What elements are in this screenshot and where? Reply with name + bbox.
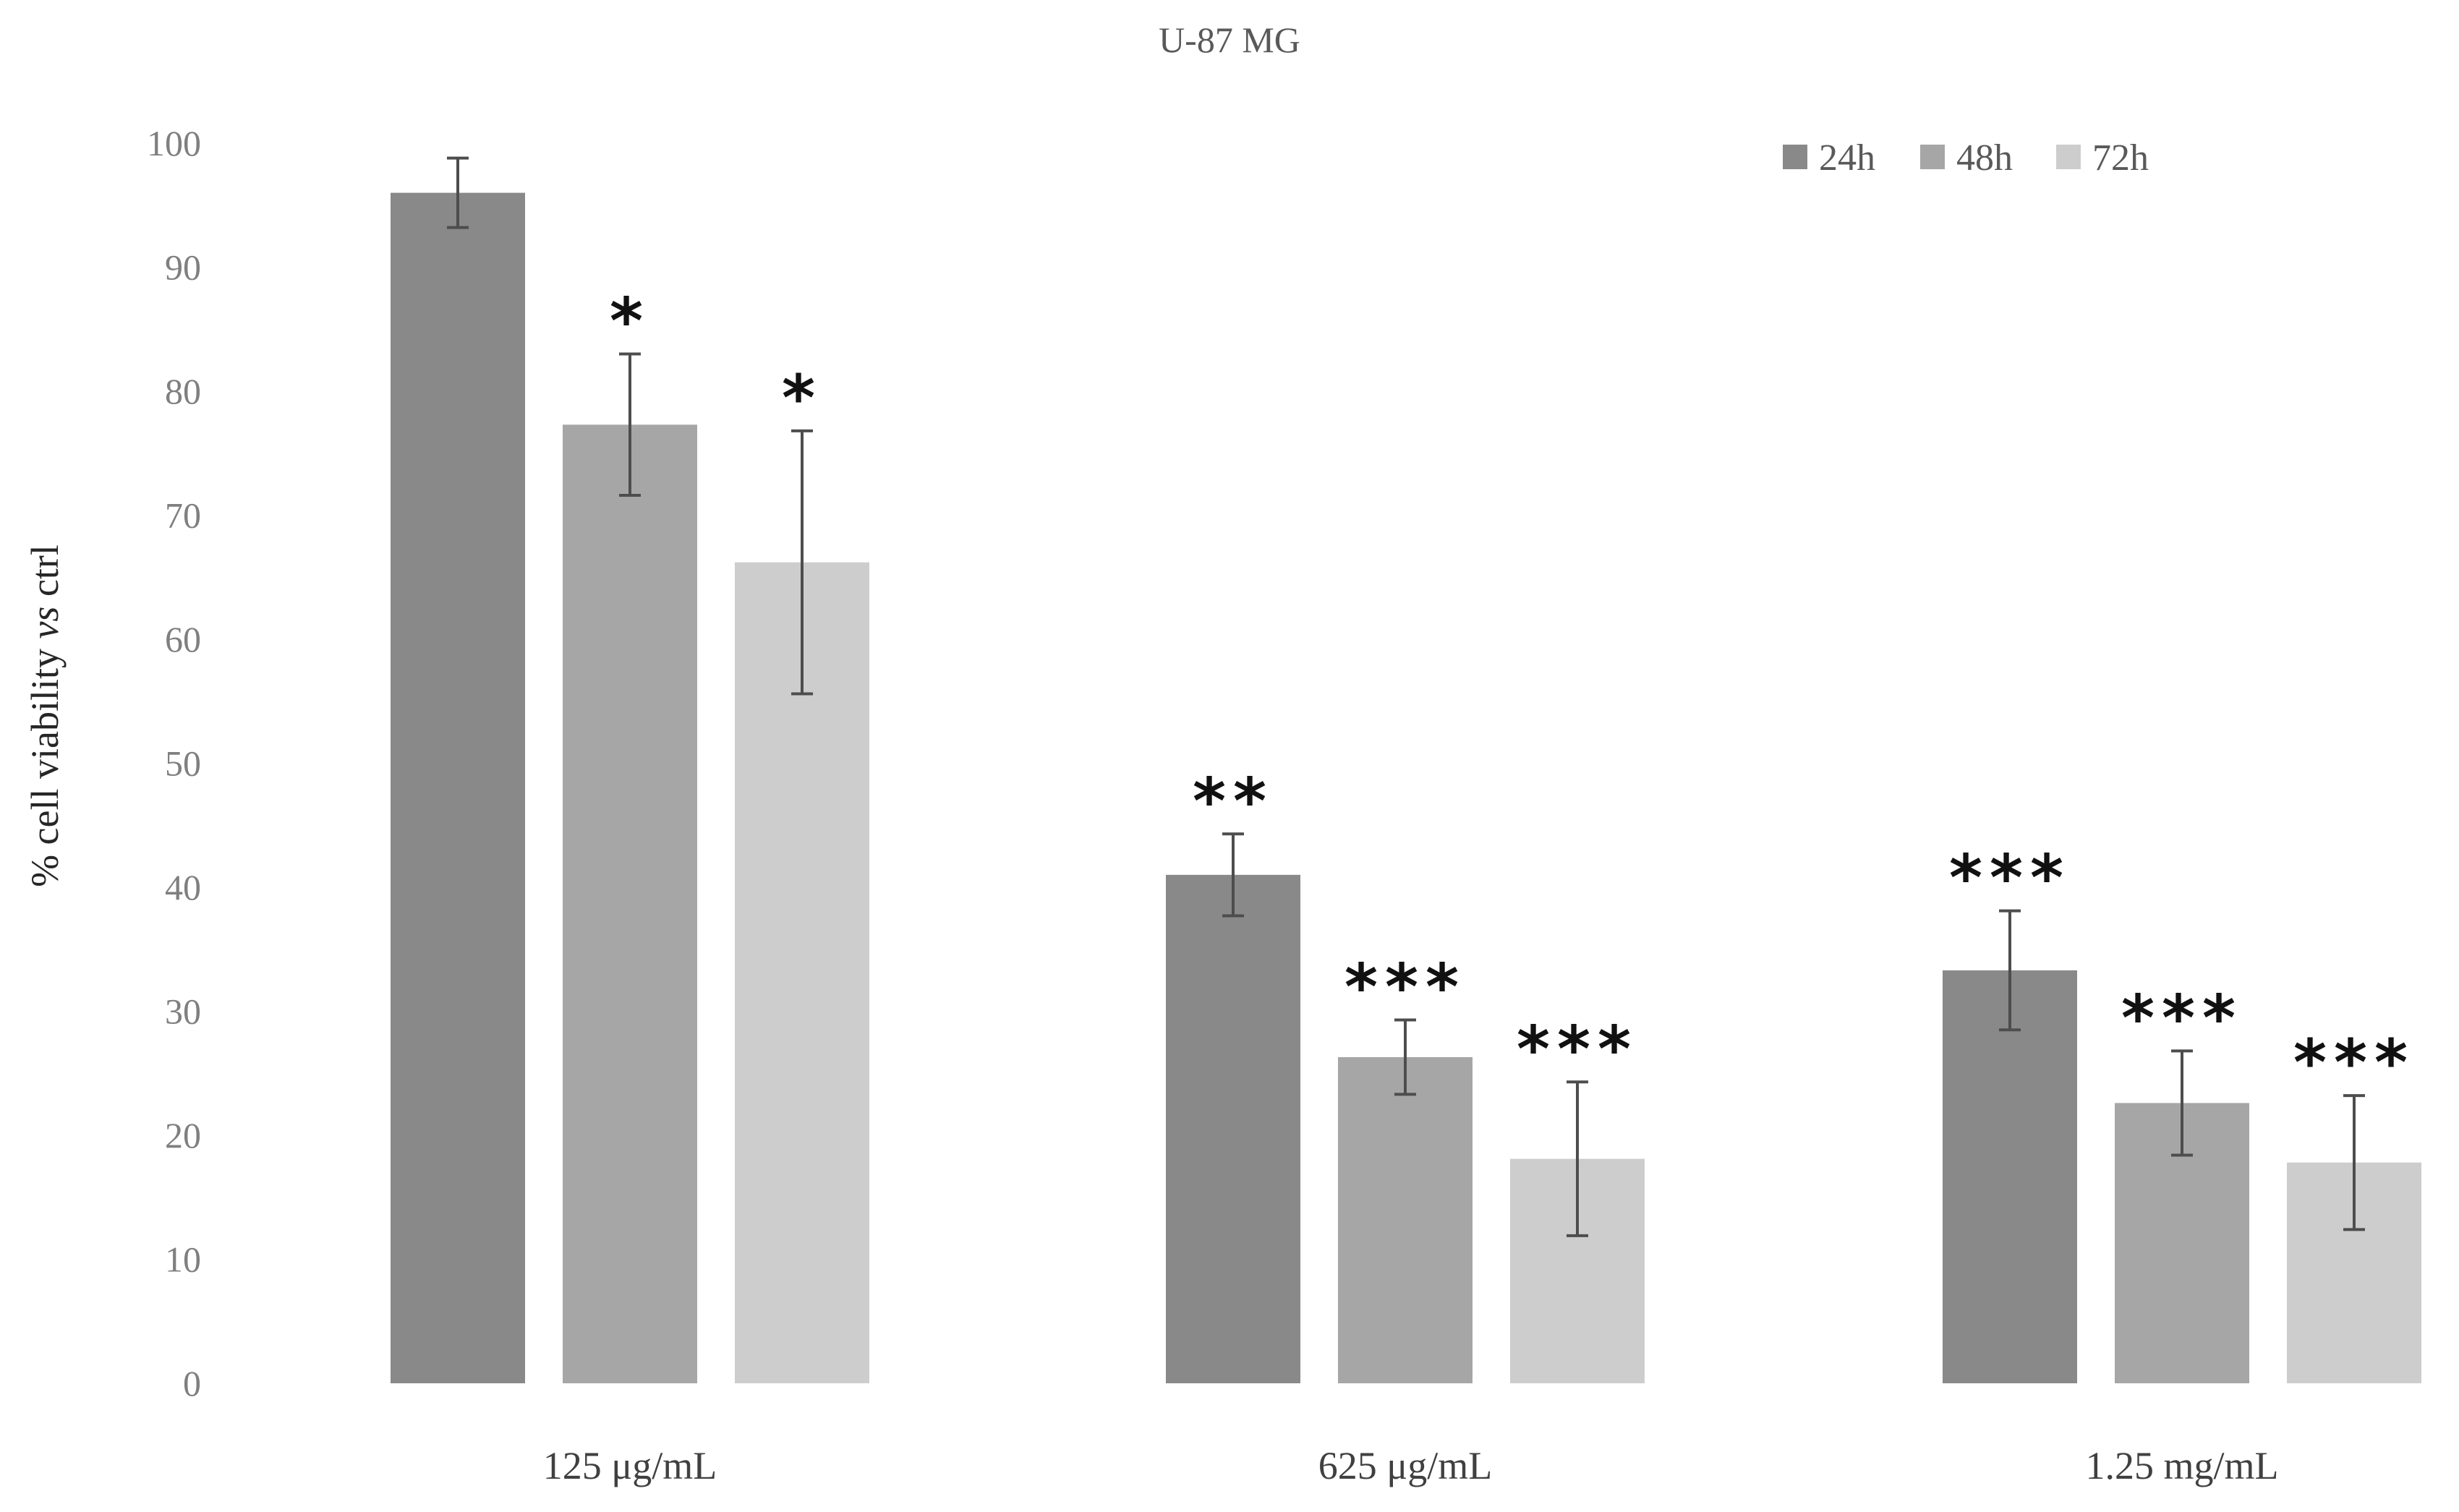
error-bar-48h-1 — [1394, 1018, 1416, 1096]
chart-title: U-87 MG — [1159, 20, 1300, 60]
significance-marker-72h-1: *** — [1517, 1012, 1638, 1086]
y-tick-label: 70 — [165, 495, 201, 536]
bar-24h-2 — [1943, 970, 2077, 1383]
y-tick-label: 10 — [165, 1239, 201, 1280]
error-bar-24h-1 — [1222, 832, 1244, 918]
legend-label: 48h — [1956, 137, 2013, 179]
y-tick-label: 60 — [165, 619, 201, 659]
category-labels-group: 125 μg/mL 625 μg/mL 1.25 mg/mL — [543, 1444, 2279, 1487]
bar-72h-0 — [735, 562, 869, 1384]
legend-label: 24h — [1819, 137, 1875, 179]
y-tick-label: 0 — [183, 1363, 201, 1404]
error-bar-24h-0 — [447, 156, 469, 229]
error-bar-24h-2 — [1999, 909, 2021, 1032]
legend-label: 72h — [2092, 137, 2149, 179]
significance-marker-24h-1: ** — [1193, 764, 1274, 838]
legend-swatch — [1783, 145, 1807, 169]
significance-marker-48h-0: * — [610, 284, 650, 359]
bars-group — [391, 192, 2421, 1384]
y-axis-label: % cell viability vs ctrl — [23, 544, 67, 887]
y-tick-label: 30 — [165, 991, 201, 1032]
error-bar-72h-0 — [791, 429, 813, 696]
y-tick-label: 80 — [165, 371, 201, 411]
bar-48h-1 — [1338, 1056, 1473, 1383]
legend: 24h 48h 72h — [1783, 137, 2149, 179]
legend-item-48h: 48h — [1920, 137, 2013, 179]
category-label: 125 μg/mL — [543, 1444, 717, 1487]
significance-marker-48h-2: *** — [2121, 981, 2243, 1055]
y-tick-label: 100 — [147, 123, 201, 163]
y-tick-label: 50 — [165, 743, 201, 784]
significance-marker-72h-0: * — [782, 361, 822, 435]
category-label: 625 μg/mL — [1318, 1444, 1492, 1487]
legend-swatch — [1920, 145, 1945, 169]
significance-marker-24h-2: *** — [1949, 841, 2071, 915]
error-bar-48h-0 — [619, 352, 641, 497]
error-bar-48h-2 — [2171, 1049, 2193, 1157]
significance-marks-group: ********* ******* *** — [610, 284, 2415, 1101]
error-bar-72h-1 — [1567, 1080, 1588, 1237]
significance-marker-48h-1: *** — [1344, 950, 1466, 1025]
bar-24h-0 — [391, 192, 525, 1384]
category-label: 1.25 mg/mL — [2086, 1444, 2279, 1487]
y-axis-ticks: 0 10 20 30 40 50 60 70 80 90 100 — [147, 123, 201, 1404]
y-tick-label: 40 — [165, 867, 201, 907]
legend-item-24h: 24h — [1783, 137, 1875, 179]
error-bars-group — [447, 156, 2365, 1237]
y-tick-label: 20 — [165, 1115, 201, 1156]
significance-marker-72h-2: *** — [2293, 1025, 2415, 1100]
legend-swatch — [2056, 145, 2081, 169]
y-tick-label: 90 — [165, 247, 201, 288]
bar-48h-0 — [563, 424, 697, 1384]
error-bar-72h-2 — [2343, 1094, 2365, 1231]
bar-24h-1 — [1166, 874, 1300, 1383]
legend-item-72h: 72h — [2056, 137, 2149, 179]
